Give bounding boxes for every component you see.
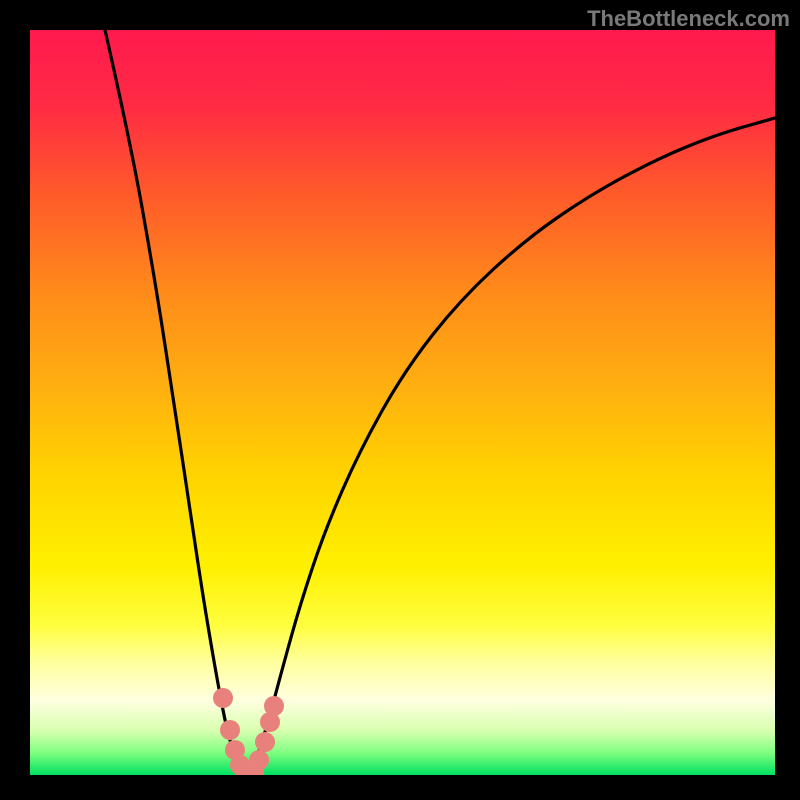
chart-container: TheBottleneck.com: [0, 0, 800, 800]
marker-point: [213, 688, 233, 708]
plot-area: [30, 30, 775, 775]
chart-svg: [30, 30, 775, 775]
marker-point: [249, 750, 269, 770]
marker-point: [220, 720, 240, 740]
marker-point: [255, 732, 275, 752]
gradient-background: [30, 30, 775, 775]
marker-point: [264, 696, 284, 716]
watermark: TheBottleneck.com: [587, 6, 790, 32]
